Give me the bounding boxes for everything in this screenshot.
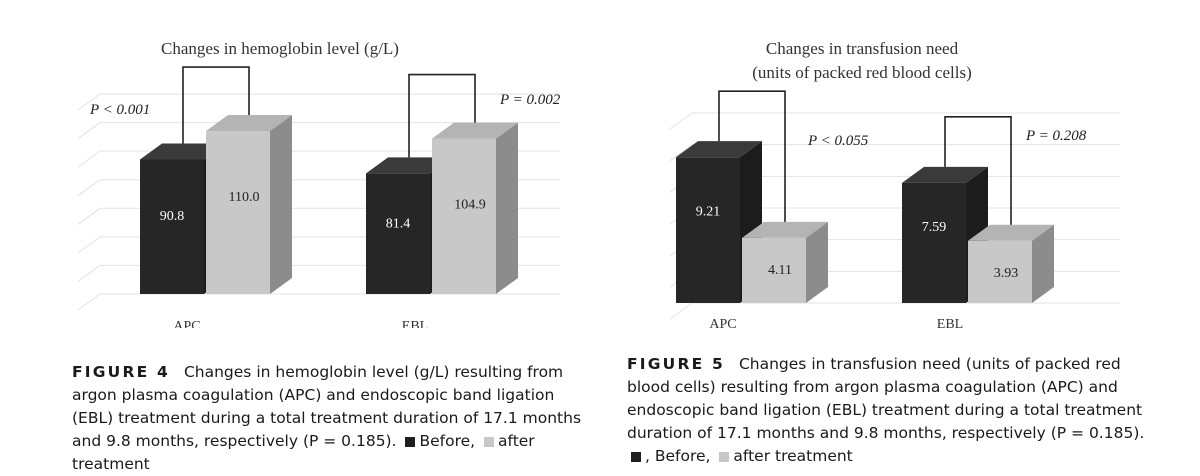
bar <box>140 159 204 294</box>
bar-side <box>270 115 292 294</box>
grid-line <box>669 302 693 320</box>
bars: 90.8 110.0 81.4 104.9 <box>140 115 518 294</box>
chart-title: Changes in transfusion need <box>766 39 959 58</box>
category-label: APC <box>709 317 736 332</box>
data-label: 7.59 <box>922 220 947 235</box>
category-label: EBL <box>937 317 963 332</box>
significance-brackets <box>182 66 476 158</box>
bar <box>742 237 806 303</box>
bar-top <box>366 157 452 174</box>
chart-subtitle: (units of packed red blood cells) <box>752 63 972 82</box>
caption-text: Changes in hemoglobin level (g/L) result… <box>72 363 582 450</box>
bar <box>902 182 966 303</box>
p-value-annotation: P < 0.001 <box>89 102 150 118</box>
caption-text: Changes in transfusion need (units of pa… <box>627 355 1145 442</box>
data-label: 9.21 <box>696 205 721 220</box>
legend-swatch-after <box>719 452 730 462</box>
grid-line <box>669 144 693 162</box>
bar-top <box>206 115 292 132</box>
transfusion-chart: Changes in transfusion need (units of pa… <box>669 39 1120 332</box>
grid-line <box>77 150 101 168</box>
bar-top <box>676 141 762 158</box>
figure-label: FIGURE 4 <box>72 363 170 381</box>
figure-4-caption: FIGURE 4 Changes in hemoglobin level (g/L… <box>72 361 592 476</box>
bar <box>676 157 740 303</box>
legend-swatch-after <box>484 437 495 447</box>
legend-before-label: , Before, <box>645 447 711 465</box>
legend-swatch-before <box>631 452 641 462</box>
bar <box>968 240 1032 303</box>
grid-line <box>77 122 101 139</box>
category-label: EBL <box>402 319 428 328</box>
bracket <box>718 90 786 222</box>
data-label: 4.11 <box>768 263 792 278</box>
bar-top <box>432 122 518 139</box>
chart-title: Changes in hemoglobin level (g/L) <box>161 39 399 58</box>
bar-side <box>496 122 518 294</box>
grid-line <box>77 179 101 197</box>
bar-top <box>140 143 226 160</box>
grid-line <box>77 93 101 111</box>
bar-top <box>742 221 828 238</box>
data-label: 110.0 <box>229 190 260 205</box>
p-value-annotation: P = 0.208 <box>1025 128 1087 144</box>
bar-side <box>1032 224 1054 303</box>
grid-line <box>77 265 101 282</box>
bar-top <box>968 224 1054 241</box>
figure-5-caption: FIGURE 5 Changes in transfusion need (uni… <box>627 353 1147 468</box>
bar-side <box>806 221 828 303</box>
grid-line <box>669 112 693 130</box>
legend-swatch-before <box>405 437 416 447</box>
bar <box>432 138 496 294</box>
bar-top <box>902 166 988 183</box>
grid-line <box>77 236 101 254</box>
hemoglobin-chart: Changes in hemoglobin level (g/L) 90.8 11… <box>77 39 560 328</box>
p-value-annotation: P < 0.055 <box>807 133 869 149</box>
data-label: 3.93 <box>994 266 1019 281</box>
bracket <box>182 66 250 144</box>
legend-after-label: after treatment <box>733 447 853 465</box>
bars: 9.21 4.11 7.59 3.93 <box>676 141 1054 303</box>
bar <box>366 173 430 294</box>
bar <box>206 131 270 294</box>
category-label: APC <box>173 319 200 328</box>
data-label: 90.8 <box>160 209 185 224</box>
bracket <box>408 73 476 158</box>
grid-line <box>77 207 101 225</box>
p-value-annotation: P = 0.002 <box>499 92 560 108</box>
data-label: 104.9 <box>454 198 486 213</box>
bracket <box>944 116 1012 225</box>
legend-before-label: Before, <box>419 432 476 450</box>
significance-brackets <box>718 90 1012 225</box>
figure-label: FIGURE 5 <box>627 355 725 373</box>
data-label: 81.4 <box>386 217 411 232</box>
grid-line <box>77 293 101 311</box>
